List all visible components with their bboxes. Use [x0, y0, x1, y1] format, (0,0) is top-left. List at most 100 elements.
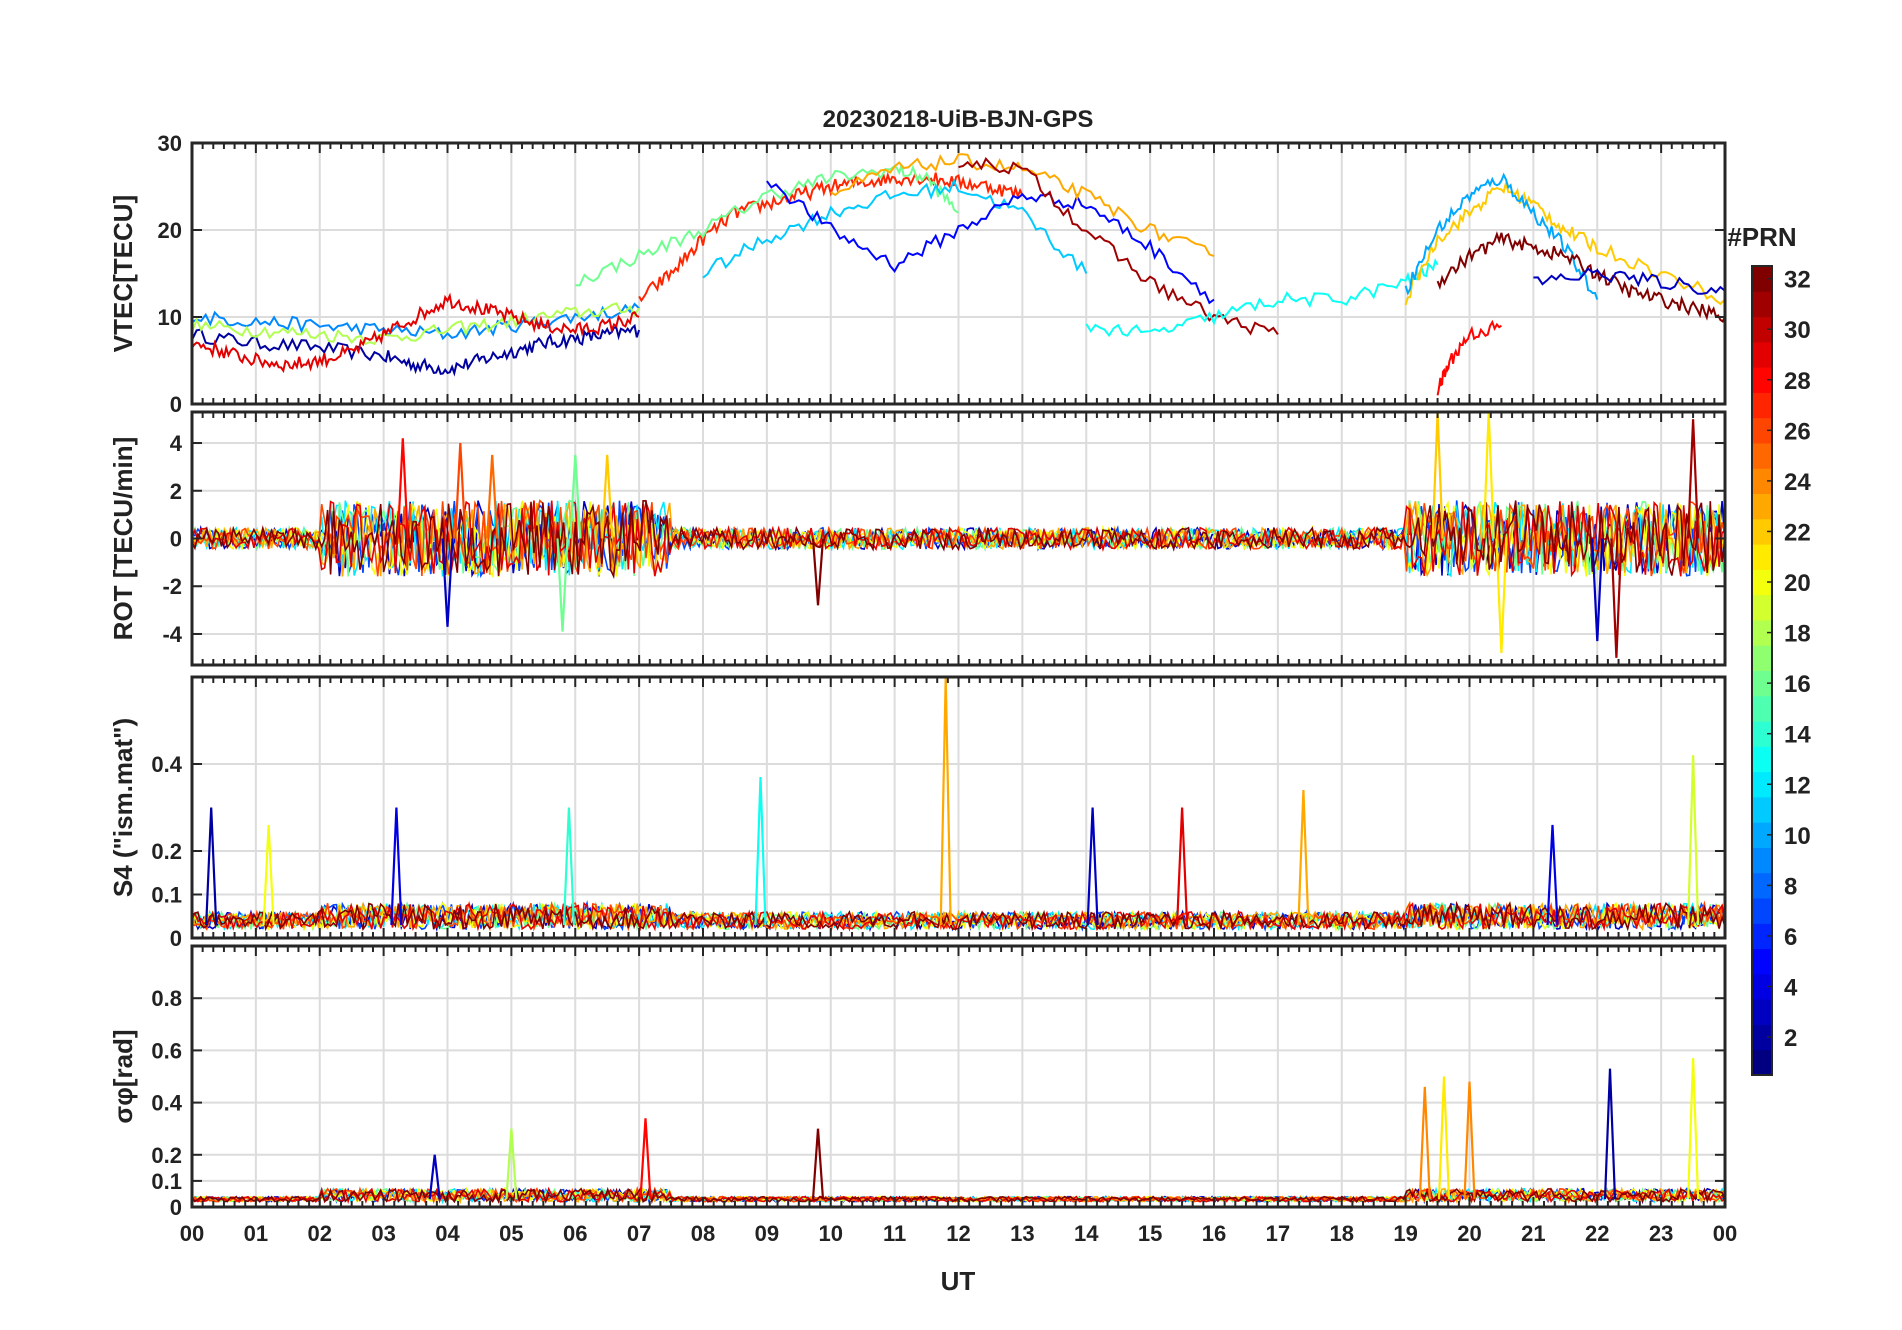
- trace-prn-23: [830, 153, 1215, 258]
- x-tick-label: 18: [1330, 1221, 1354, 1246]
- trace-spike-prn-26: [454, 442, 467, 539]
- colorbar-segment: [1752, 822, 1772, 848]
- trace-spike-prn-23: [939, 676, 952, 926]
- colorbar-segment: [1752, 948, 1772, 975]
- x-tick-label: 16: [1202, 1221, 1226, 1246]
- x-tick-label: 03: [371, 1221, 395, 1246]
- y-tick-label: 0: [170, 926, 182, 951]
- trace-layer: [191, 153, 1726, 1205]
- colorbar-segment: [1752, 468, 1772, 495]
- x-tick-label: 14: [1074, 1221, 1099, 1246]
- colorbar-segment: [1752, 898, 1772, 924]
- colorbar-segment: [1752, 1049, 1772, 1076]
- x-tick-label: 00: [1713, 1221, 1737, 1246]
- trace-spike-prn-31: [1687, 419, 1700, 539]
- chart-title: 20230218-UiB-BJN-GPS: [823, 106, 1094, 133]
- trace-prn-3: [1533, 267, 1726, 295]
- colorbar-segment: [1752, 493, 1772, 520]
- x-tick-label: 23: [1649, 1221, 1673, 1246]
- trace-spike-prn-28: [396, 438, 409, 539]
- y-tick-label: 0.2: [151, 1143, 182, 1168]
- y-tick-label: -4: [162, 622, 182, 647]
- trace-prn-18: [191, 302, 640, 346]
- colorbar-tick-label: 6: [1784, 924, 1797, 951]
- y-axis-label: σφ[rad]: [108, 1029, 138, 1123]
- trace-spike-prn-3: [441, 538, 454, 627]
- colorbar-segment: [1752, 266, 1772, 292]
- trace-spike-prn-13: [754, 776, 767, 926]
- colorbar-segment: [1752, 645, 1772, 671]
- colorbar-segment: [1752, 569, 1772, 596]
- colorbar-segment: [1752, 544, 1772, 570]
- trace-prn-9: [191, 302, 640, 341]
- trace-prn-13: [1085, 258, 1439, 338]
- x-tick-label: 08: [691, 1221, 715, 1246]
- y-tick-label: -2: [162, 574, 182, 599]
- colorbar-segment: [1752, 291, 1772, 318]
- trace-spike-prn-32: [811, 538, 825, 606]
- trace-prn-29: [191, 292, 640, 374]
- x-axis-label: UT: [941, 1266, 976, 1296]
- trace-prn-11: [702, 178, 1088, 279]
- trace-spike-prn-21: [1495, 538, 1508, 654]
- x-tick-label: 05: [499, 1221, 523, 1246]
- colorbar-tick-label: 12: [1784, 772, 1811, 799]
- trace-spike-prn-20: [1687, 1058, 1700, 1200]
- x-tick-label: 07: [627, 1221, 651, 1246]
- x-tick-label: 20: [1457, 1221, 1481, 1246]
- colorbar-tick-label: 30: [1784, 317, 1811, 344]
- trace-spike-prn-21: [1482, 411, 1495, 539]
- colorbar-segment: [1752, 796, 1772, 823]
- trace-spike-prn-25: [486, 454, 499, 539]
- trace-spike-prn-24: [1418, 1086, 1431, 1200]
- x-tick-label: 06: [563, 1221, 587, 1246]
- colorbar-tick-label: 14: [1784, 722, 1811, 749]
- y-tick-label: 0: [170, 1195, 182, 1220]
- colorbar-segment: [1752, 1024, 1772, 1051]
- trace-spike-prn-4: [390, 807, 403, 926]
- trace-spike-prn-3: [1591, 538, 1604, 642]
- colorbar-segment: [1752, 999, 1772, 1025]
- colorbar-segment: [1752, 847, 1772, 874]
- trace-spike-prn-31: [1610, 538, 1623, 658]
- trace-spike-prn-28: [639, 1118, 652, 1200]
- colorbar-segment: [1752, 695, 1772, 722]
- trace-spike-prn-2: [1603, 1068, 1617, 1200]
- trace-spike-prn-16: [556, 538, 569, 632]
- y-tick-label: 20: [158, 218, 182, 243]
- x-tick-label: 04: [435, 1221, 460, 1246]
- trace-prn-16: [575, 164, 959, 287]
- colorbar-tick-label: 18: [1784, 621, 1811, 648]
- y-tick-label: 0: [170, 527, 182, 552]
- trace-spike-prn-3: [428, 1154, 441, 1200]
- trace-prn-22: [1404, 182, 1726, 306]
- trace-prn-5: [766, 180, 1215, 305]
- y-axis-label: ROT [TECU/min]: [108, 437, 138, 641]
- colorbar-tick-label: 22: [1784, 519, 1811, 546]
- colorbar-segment: [1752, 392, 1772, 419]
- colorbar-segment: [1752, 518, 1772, 545]
- trace-spike-prn-23: [1297, 790, 1310, 926]
- colorbar-tick-label: 26: [1784, 418, 1811, 445]
- colorbar-frame: [1751, 265, 1773, 1076]
- colorbar-segment: [1752, 746, 1772, 773]
- x-tick-label: 13: [1010, 1221, 1034, 1246]
- trace-prn-29: [191, 901, 1726, 932]
- y-tick-label: 0.4: [151, 1091, 182, 1116]
- trace-spike-prn-21: [1437, 1076, 1451, 1200]
- colorbar-segment: [1752, 367, 1772, 393]
- colorbar-tick-label: 20: [1784, 570, 1811, 597]
- colorbar-segment: [1752, 973, 1772, 1000]
- colorbar-segment: [1752, 316, 1772, 343]
- colorbar-segment: [1752, 442, 1772, 469]
- colorbar-segment: [1752, 341, 1772, 368]
- trace-spike-prn-29: [1176, 807, 1189, 926]
- trace-prn-31: [958, 157, 1279, 336]
- y-axis-label: S4 ("ism.mat"): [108, 718, 138, 897]
- colorbar-segment: [1752, 721, 1772, 747]
- trace-spike-prn-14: [562, 807, 575, 926]
- grid-layer: [191, 142, 1726, 1208]
- x-tick-label: 09: [755, 1221, 779, 1246]
